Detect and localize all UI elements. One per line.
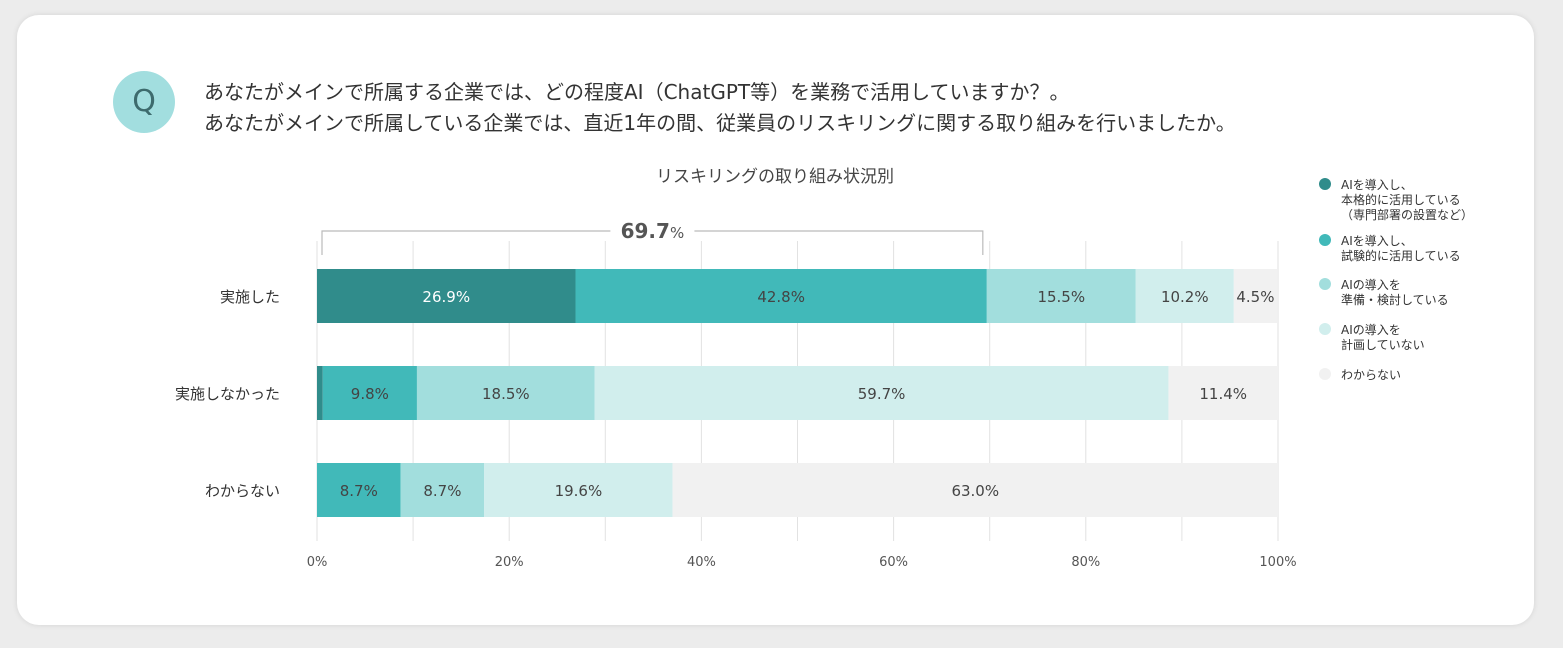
- legend-marker: [1319, 323, 1331, 335]
- bracket-label-bg: [610, 217, 695, 245]
- bar-segment: [1168, 366, 1278, 420]
- legend-marker: [1319, 178, 1331, 190]
- legend-label: AIの導入を: [1341, 323, 1401, 337]
- x-tick-label: 40%: [687, 555, 716, 570]
- x-tick-label: 20%: [495, 555, 524, 570]
- category-label: 実施した: [220, 288, 280, 306]
- data-label: 11.4%: [1199, 385, 1247, 403]
- x-tick-label: 60%: [879, 555, 908, 570]
- data-label: 59.7%: [858, 385, 906, 403]
- data-label: 10.2%: [1161, 288, 1209, 306]
- legend-label: （専門部署の設置など）: [1341, 207, 1473, 222]
- legend-label: 計画していない: [1341, 337, 1425, 352]
- bracket-unit: %: [670, 224, 684, 242]
- bracket-label: 69.7%: [621, 219, 685, 243]
- data-label: 8.7%: [423, 482, 461, 500]
- data-label: 26.9%: [422, 288, 470, 306]
- legend-marker: [1319, 368, 1331, 380]
- legend-label: AIの導入を: [1341, 278, 1401, 292]
- data-label: 19.6%: [555, 482, 603, 500]
- bar-segment: [317, 269, 576, 323]
- question-text-1: あなたがメインで所属する企業では、どの程度AI（ChatGPT等）を業務で活用し…: [204, 80, 1070, 104]
- data-label: 8.7%: [340, 482, 378, 500]
- category-label: わからない: [205, 482, 280, 500]
- data-label: 63.0%: [951, 482, 999, 500]
- bar-segment: [1135, 269, 1234, 323]
- bar-segment: [575, 269, 987, 323]
- legend-label: AIを導入し、: [1341, 234, 1413, 248]
- bar-segment: [416, 366, 595, 420]
- bar-segment: [594, 366, 1169, 420]
- bar-segment: [484, 463, 673, 517]
- category-label: 実施しなかった: [175, 385, 280, 403]
- legend-label: 準備・検討している: [1341, 292, 1449, 307]
- x-tick-label: 100%: [1259, 555, 1296, 570]
- legend-label: 試験的に活用している: [1341, 248, 1461, 263]
- bar-segment: [400, 463, 485, 517]
- legend-label: AIを導入し、: [1341, 178, 1413, 192]
- bar-segment: [317, 463, 401, 517]
- bar-segment: [986, 269, 1136, 323]
- legend-label: わからない: [1341, 368, 1401, 382]
- bracket-value: 69.7: [621, 219, 670, 243]
- data-label: 9.8%: [351, 385, 389, 403]
- question-text-2: あなたがメインで所属している企業では、直近1年の間、従業員のリスキリングに関する…: [204, 111, 1236, 135]
- data-label: 15.5%: [1037, 288, 1085, 306]
- bar-segment: [317, 366, 323, 420]
- x-tick-label: 80%: [1071, 555, 1100, 570]
- legend-marker: [1319, 278, 1331, 290]
- bar-segment: [1233, 269, 1278, 323]
- data-label: 42.8%: [757, 288, 805, 306]
- bar-segment: [672, 463, 1278, 517]
- question-badge: Q: [113, 71, 175, 133]
- legend-marker: [1319, 234, 1331, 246]
- chart-title: リスキリングの取り組み状況別: [656, 167, 894, 187]
- legend-label: 本格的に活用している: [1341, 192, 1461, 207]
- x-tick-label: 0%: [307, 555, 328, 570]
- data-label: 18.5%: [482, 385, 530, 403]
- bar-segment: [322, 366, 417, 420]
- data-label: 4.5%: [1236, 288, 1274, 306]
